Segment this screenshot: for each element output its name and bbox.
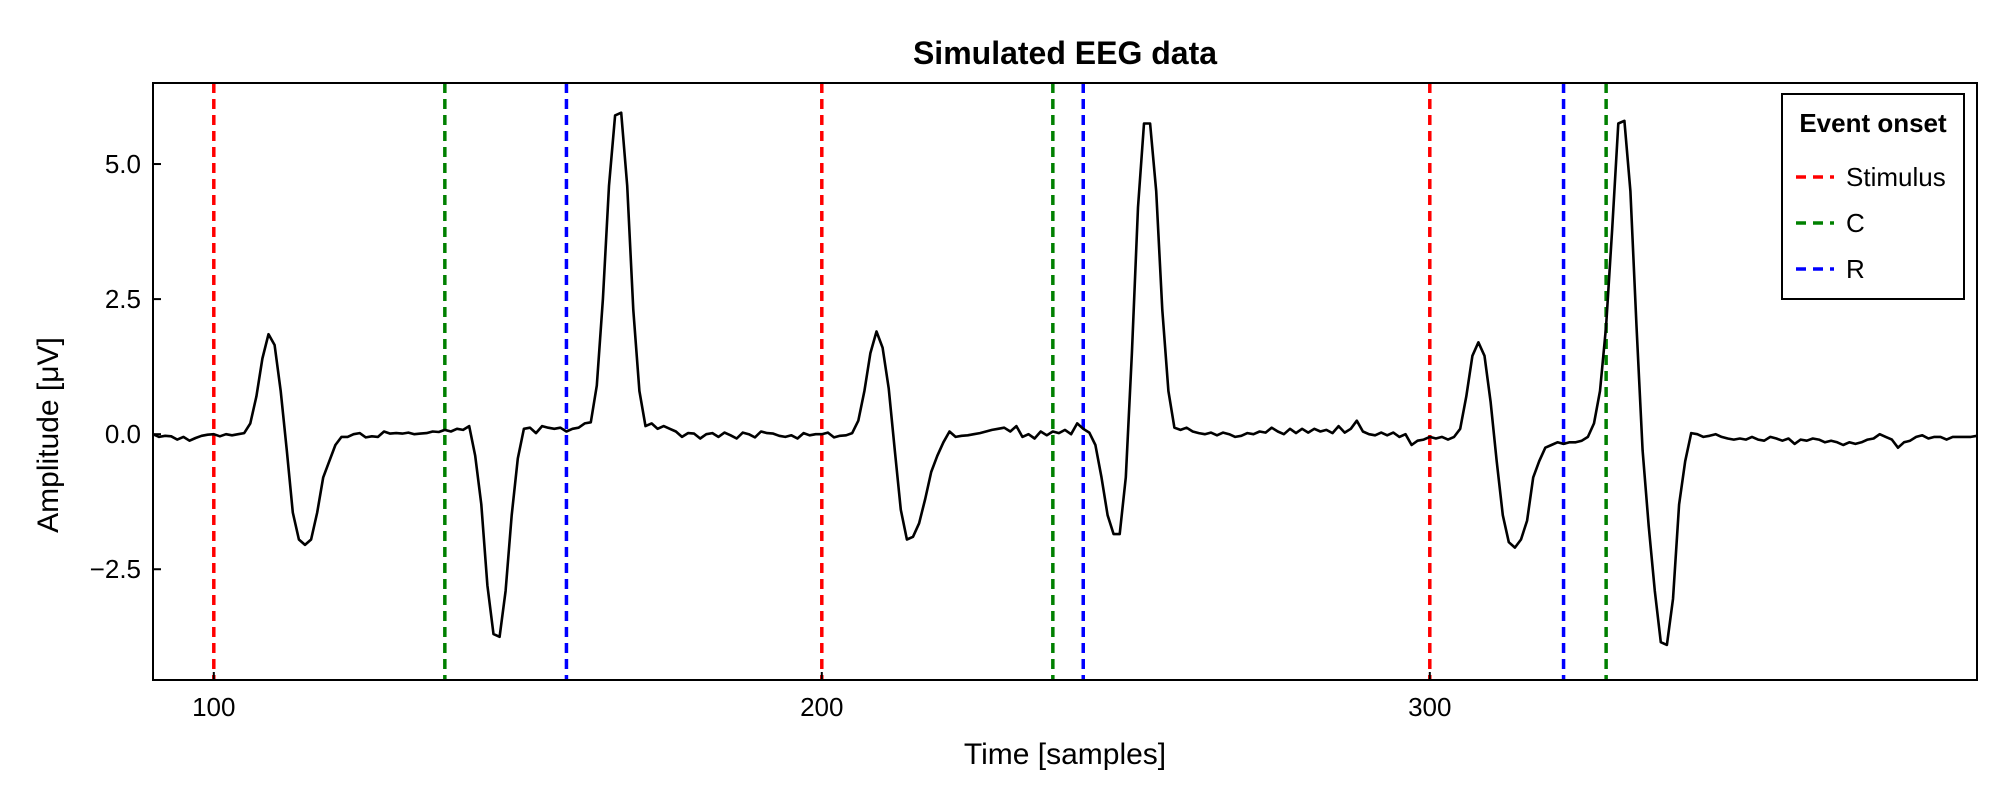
y-tick-label: 0.0 xyxy=(105,419,141,449)
series-line-0 xyxy=(152,111,1978,647)
chart-title: Simulated EEG data xyxy=(913,35,1217,71)
axes-layer: 100 200 300 −2.5 0.0 2.5 5.0 xyxy=(90,82,1978,722)
event-lines xyxy=(212,83,1608,680)
x-tick-label: 300 xyxy=(1408,692,1451,722)
y-tick-label: 5.0 xyxy=(105,149,141,179)
series-layer xyxy=(152,111,1978,647)
legend-title: Event onset xyxy=(1799,108,1947,138)
legend: Event onset Stimulus CR xyxy=(1781,93,1965,300)
x-axis-label: Time [samples] xyxy=(964,738,1166,771)
y-axis-label: Amplitude [μV] xyxy=(32,337,65,533)
x-tick-label: 100 xyxy=(192,692,235,722)
y-tick-label: 2.5 xyxy=(105,284,141,314)
x-tick-label: 200 xyxy=(800,692,843,722)
plot-frame xyxy=(152,82,1978,681)
legend-label-c: C xyxy=(1846,208,1865,238)
legend-label-r: R xyxy=(1846,254,1865,284)
legend-label-stimulus: Stimulus xyxy=(1846,162,1946,192)
legend-box xyxy=(1781,93,1965,300)
y-tick-label: −2.5 xyxy=(90,554,141,584)
